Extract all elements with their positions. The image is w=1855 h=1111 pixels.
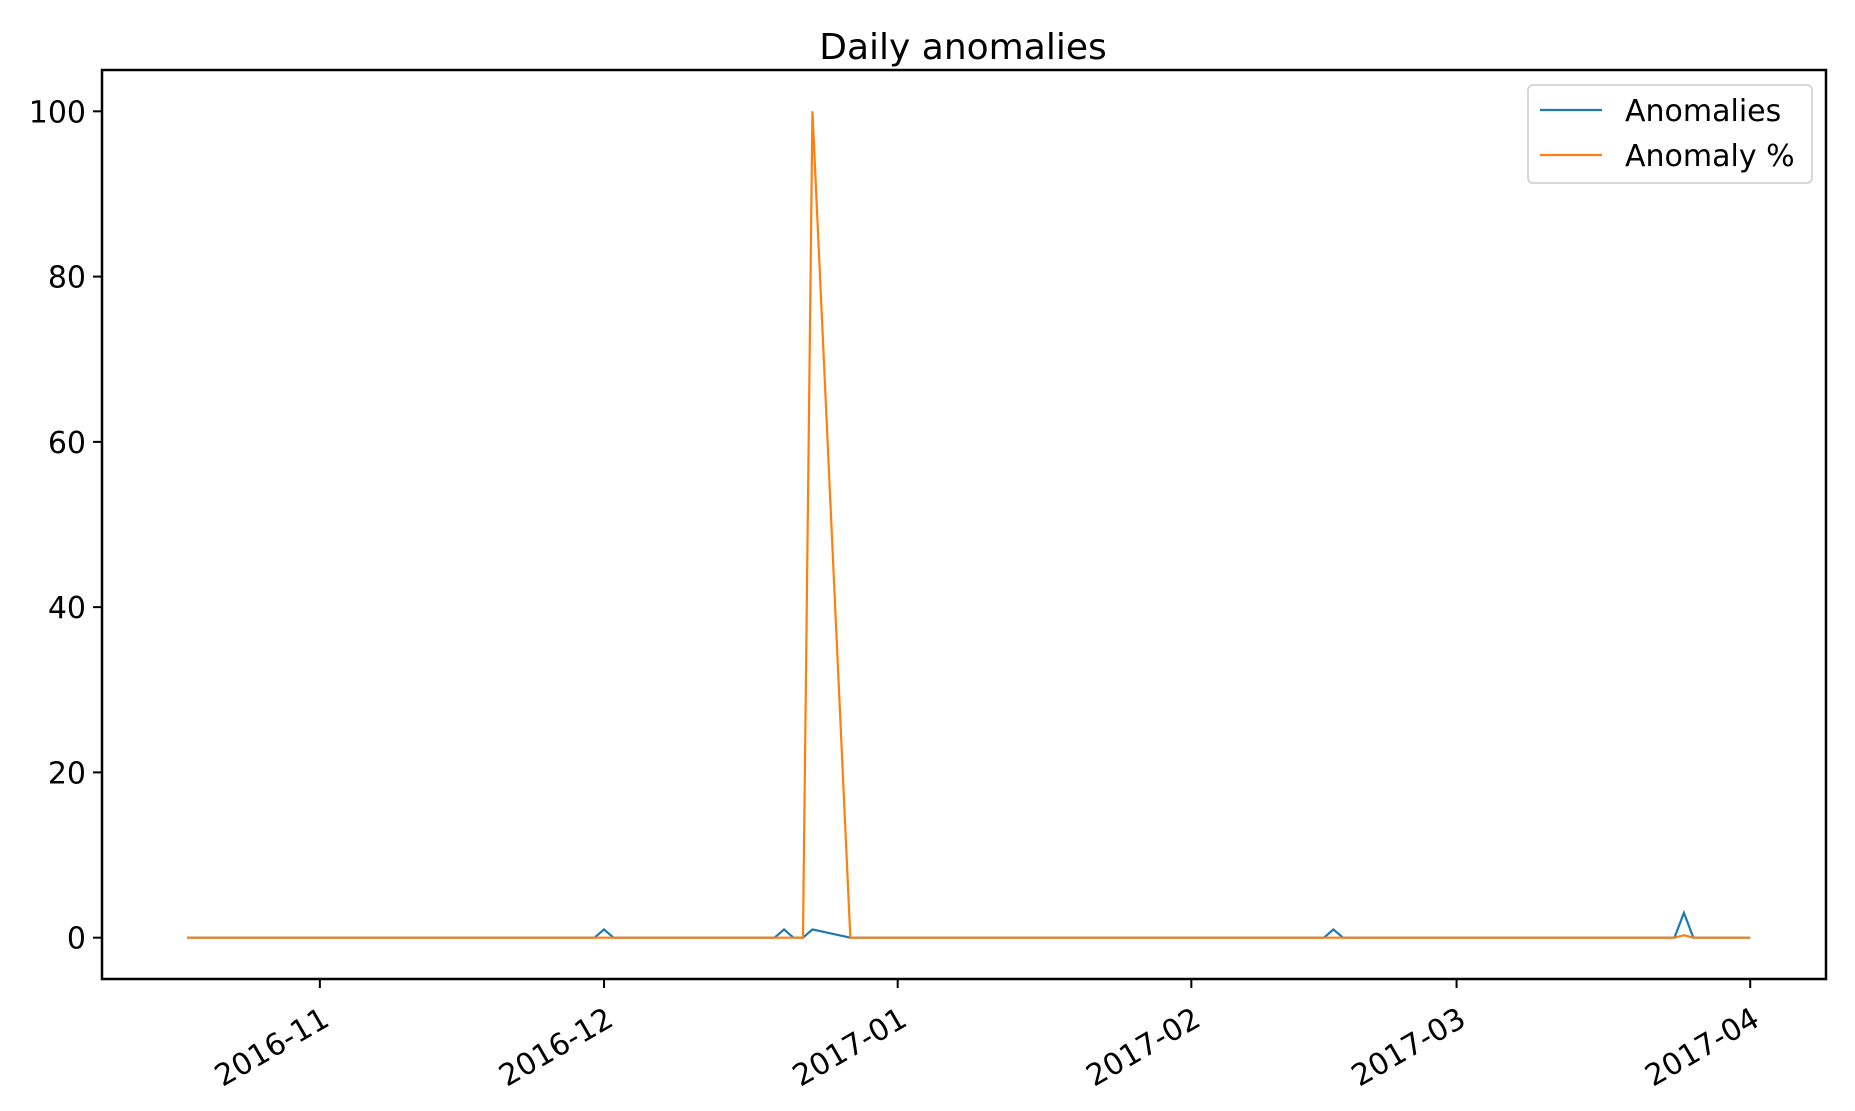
y-tick-label: 80 [48,261,86,296]
y-tick-label: 100 [29,95,86,130]
plot-area-frame [100,68,1828,981]
chart-title: Daily anomalies [819,27,1106,68]
y-tick-label: 40 [48,591,86,626]
series-line-2 [187,111,1751,939]
y-tick-label: 60 [48,426,86,461]
y-tick-label: 0 [67,922,86,957]
legend-label-2: Anomaly % [1625,139,1795,174]
y-tick-label: 20 [48,756,86,791]
series-line-1 [187,909,1751,939]
legend-label-1: Anomalies [1625,94,1781,129]
